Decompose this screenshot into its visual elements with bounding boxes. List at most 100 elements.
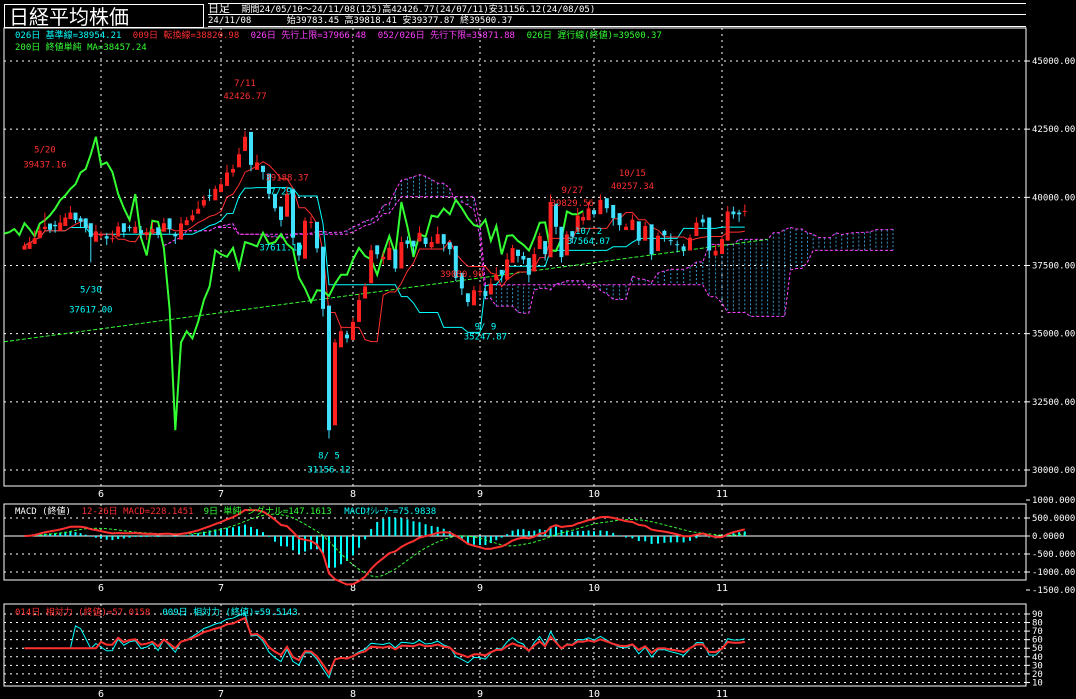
candle-body: [465, 293, 470, 303]
rsi-x-month-label: 11: [716, 689, 728, 699]
candle-body: [22, 245, 27, 250]
candle-body: [27, 242, 32, 249]
rsi14-line: [24, 616, 745, 676]
main-legend-entry: 026日 遅行線(終値)=39500.37: [527, 29, 662, 41]
main-legend-entry: 009日 転換線=38820.98: [133, 29, 239, 41]
candle-body: [643, 225, 648, 241]
rsi-x-month-label: 7: [218, 689, 224, 699]
candle-body: [548, 201, 553, 258]
candle-body: [73, 212, 78, 220]
rsi-x-month-label: 6: [98, 689, 104, 699]
rsi-legend-entry: 014日 相対力 (終値)=57.0158: [15, 606, 150, 618]
price-y-tick-label: 35000.00: [1032, 330, 1075, 340]
candle-body: [93, 231, 98, 242]
macd-y-tick-label: -1500.0000: [1032, 586, 1076, 596]
rsi-x-month-label: 9: [477, 689, 483, 699]
period-info: 期間24/05/10～24/11/08(125)高42426.77(24/07/…: [241, 5, 596, 15]
price-extreme-annotation: 7/11: [234, 79, 256, 89]
candle-body: [88, 223, 93, 237]
candle-body: [521, 255, 526, 260]
candle-body: [731, 211, 736, 215]
candle-body: [42, 226, 47, 229]
period-header: 日足 期間24/05/10～24/11/08(125)高42426.77(24/…: [208, 3, 1026, 15]
candle-body: [423, 237, 428, 244]
candle-body: [592, 210, 596, 215]
candle-body: [104, 236, 109, 239]
candle-body: [345, 334, 349, 339]
candle-body: [110, 238, 115, 240]
candle-body: [231, 168, 235, 173]
candle-body: [291, 189, 295, 238]
chikou-line: [3, 136, 584, 431]
price-extreme-annotation: 37617.00: [69, 305, 112, 315]
macd-x-month-label: 9: [477, 583, 483, 594]
candle-body: [99, 234, 103, 236]
candle-body: [219, 184, 223, 193]
macd-legend-entry: 9日 単純 シグナル=147.1613: [204, 505, 332, 517]
macd-y-tick-label: 1000.0000: [1032, 496, 1076, 506]
candle-body: [447, 242, 452, 250]
candle-body: [681, 246, 686, 251]
candle-body: [196, 208, 201, 214]
candle-body: [700, 219, 705, 223]
candle-body: [243, 136, 247, 151]
bar-date: 24/11/08: [208, 16, 252, 26]
price-extreme-annotation: 39437.16: [23, 161, 66, 171]
price-extreme-annotation: 35247.87: [464, 332, 507, 342]
price-y-tick-label: 40000.00: [1032, 193, 1075, 203]
rsi-panel-frame: [3, 603, 1027, 687]
ma-legend-entry: 200日 終値単純 MA=38457.24: [15, 41, 147, 53]
price-extreme-annotation: 39080.90: [440, 270, 483, 280]
price-extreme-annotation: 9/ 9: [475, 322, 497, 332]
candle-body: [357, 300, 362, 322]
macd-x-month-label: 6: [98, 583, 104, 594]
macd-legend-entry: MACDｵｼﾚｰﾀｰ=75.9838: [344, 506, 436, 517]
candle-body: [713, 250, 718, 256]
candle-body: [225, 172, 229, 186]
candle-body: [333, 342, 337, 426]
candle-body: [173, 234, 178, 237]
candle-body: [321, 246, 325, 309]
candle-body: [554, 203, 558, 227]
rsi-y-tick-label: 40: [1032, 653, 1043, 663]
kijun-line: [24, 187, 745, 333]
main-legend-entry: 026日 基準線=38954.21: [15, 29, 121, 41]
candle-body: [139, 230, 143, 234]
ohlc-header: 24/11/08 始39783.45 高39818.41 安39377.87 終…: [208, 16, 1026, 27]
price-extreme-annotation: 5/20: [34, 146, 56, 156]
price-y-tick-label: 30000.00: [1032, 466, 1075, 476]
rsi-y-tick-label: 30: [1032, 661, 1043, 671]
rsi-y-tick-label: 50: [1032, 644, 1043, 654]
candlestick-series: [22, 131, 747, 439]
candle-body: [156, 227, 161, 235]
candle-body: [417, 232, 422, 242]
candle-body: [537, 236, 542, 250]
macd-y-tick-label: -1000.0000: [1032, 568, 1076, 578]
candle-body: [543, 240, 548, 255]
price-extreme-annotation: 10/ 2: [575, 227, 602, 237]
candle-body: [393, 249, 398, 269]
candle-body: [279, 206, 283, 220]
candle-body: [207, 195, 212, 197]
candle-body: [78, 218, 83, 222]
macd-legend-entry: MACD (終値): [15, 505, 71, 517]
candle-body: [339, 331, 343, 348]
candle-body: [184, 220, 189, 226]
macd-x-month-label: 8: [350, 583, 356, 594]
candle-body: [483, 290, 488, 297]
candle-body: [144, 232, 149, 236]
candle-body: [261, 165, 265, 172]
rsi9-line: [24, 612, 745, 679]
candle-body: [564, 234, 569, 256]
macd-panel-frame: [3, 503, 1027, 581]
candle-body: [213, 188, 218, 201]
price-extreme-annotation: 5/30: [80, 285, 102, 295]
rsi-y-tick-label: 80: [1032, 619, 1043, 629]
main-legend-entry: 026日 先行上限=37966.48: [251, 29, 366, 41]
price-x-month-label: 11: [716, 489, 728, 500]
candle-body: [494, 274, 499, 281]
candle-body: [742, 210, 747, 212]
macd-x-month-label: 7: [218, 583, 224, 594]
candle-body: [694, 222, 699, 237]
